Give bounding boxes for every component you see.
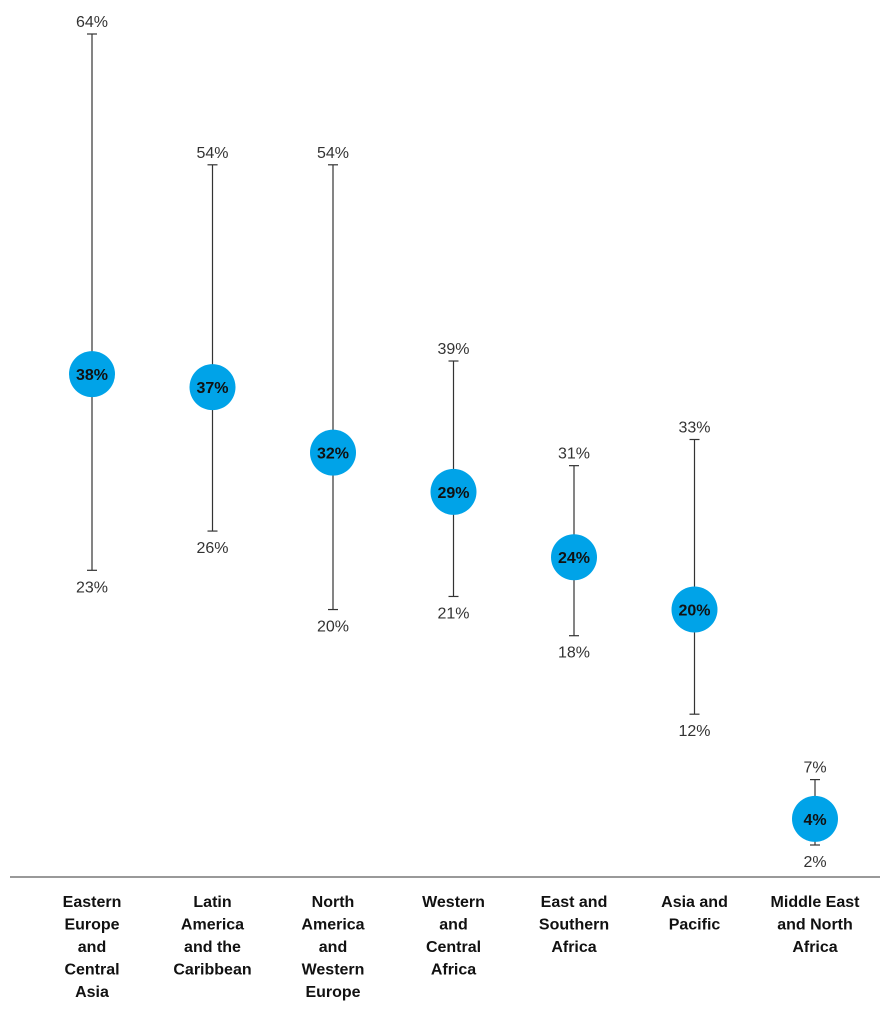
category-label: East and Southern Africa: [539, 894, 609, 956]
estimate-label: 32%: [317, 446, 349, 463]
estimate-point: [792, 795, 838, 842]
lower-label: 18%: [558, 645, 590, 662]
category-label: Middle East and North Africa: [771, 894, 861, 956]
upper-label: 64%: [76, 14, 108, 31]
category-label: Asia and Pacific: [661, 894, 728, 934]
category-label: North America and Western Europe: [301, 894, 364, 1001]
range-group: 39% 21% 29%: [430, 341, 477, 622]
estimate-label: 37%: [196, 380, 228, 397]
range-group: 33% 12% 20%: [671, 420, 718, 740]
estimate-point: [69, 351, 115, 398]
chart-marks: 64% 23% 38% 54% 26% 37% 54% 20% 32% 39% 21% 29% 31% 1…: [69, 14, 838, 871]
estimate-point: [551, 534, 597, 581]
estimate-point: [310, 429, 356, 476]
estimate-point: [189, 364, 236, 411]
upper-label: 39%: [437, 341, 469, 358]
estimate-label: 4%: [803, 812, 826, 829]
lower-label: 21%: [437, 605, 469, 622]
estimate-label: 29%: [437, 485, 469, 502]
estimate-point: [430, 468, 477, 515]
upper-label: 54%: [317, 145, 349, 162]
lower-label: 2%: [803, 854, 826, 871]
range-group: 64% 23% 38%: [69, 14, 115, 596]
range-group: 54% 26% 37%: [189, 145, 236, 557]
lower-label: 26%: [196, 540, 228, 557]
category-label: Western and Central Africa: [422, 894, 485, 979]
lower-label: 20%: [317, 619, 349, 636]
upper-label: 31%: [558, 446, 590, 463]
lower-label: 12%: [678, 723, 710, 740]
range-group: 54% 20% 32%: [310, 145, 356, 636]
range-group: 7% 2% 4%: [792, 760, 838, 871]
estimate-point: [671, 586, 718, 633]
upper-label: 33%: [678, 420, 710, 437]
estimate-label: 20%: [678, 603, 710, 620]
category-label: Latin America and the Caribbean: [173, 894, 251, 979]
lower-label: 23%: [76, 579, 108, 596]
category-axis: Eastern Europe and Central Asia Latin America a…: [10, 876, 880, 1001]
estimate-label: 24%: [558, 550, 590, 567]
range-group: 31% 18% 24%: [551, 446, 597, 662]
category-label: Eastern Europe and Central Asia: [63, 894, 122, 1001]
estimate-label: 38%: [76, 367, 108, 384]
upper-label: 54%: [196, 145, 228, 162]
upper-label: 7%: [803, 760, 826, 777]
